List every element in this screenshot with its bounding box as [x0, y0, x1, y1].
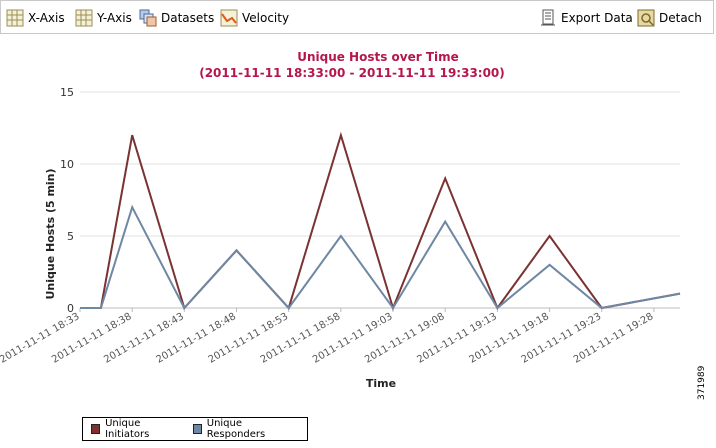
export-icon: [541, 9, 555, 26]
legend-item-responders[interactable]: Unique Responders: [192, 418, 293, 440]
export-data-button[interactable]: Export Data: [539, 7, 633, 29]
velocity-icon: [220, 9, 238, 27]
series-line-responders: [80, 204, 681, 310]
figure-id: 371989: [697, 365, 707, 400]
y-axis-button[interactable]: Y-Axis: [75, 7, 132, 29]
line-chart: Unique Hosts over Time (2011-11-11 18:33…: [0, 50, 681, 390]
detach-label: Detach: [659, 11, 702, 25]
y-tick-label: 0: [67, 302, 74, 315]
legend-label: Unique Responders: [206, 418, 266, 440]
velocity-label: Velocity: [242, 11, 290, 25]
chart-area: Unique Hosts over Time (2011-11-11 18:33…: [0, 34, 716, 444]
toolbar: X-Axis Y-Axis Datasets Velocity Export D…: [0, 0, 714, 34]
grid-icon: [75, 9, 93, 27]
y-tick-label: 15: [60, 86, 74, 99]
detach-icon: [637, 9, 655, 27]
detach-button[interactable]: Detach: [637, 7, 702, 29]
grid-icon: [6, 9, 24, 27]
legend-swatch: [91, 424, 101, 434]
y-tick-label: 10: [60, 158, 74, 171]
x-axis-label: X-Axis: [28, 11, 65, 25]
chart-title: Unique Hosts over Time: [297, 50, 459, 64]
y-axis-label: Y-Axis: [97, 11, 132, 25]
legend-swatch: [192, 424, 202, 434]
export-data-label: Export Data: [561, 11, 633, 25]
y-axis-title: Unique Hosts (5 min): [44, 168, 57, 299]
legend-item-initiators[interactable]: Unique Initiators: [91, 418, 179, 440]
velocity-button[interactable]: Velocity: [220, 7, 289, 29]
chart-subtitle: (2011-11-11 18:33:00 - 2011-11-11 19:33:…: [199, 66, 505, 80]
chart-legend: Unique Initiators Unique Responders: [82, 417, 308, 441]
series-line-initiators: [80, 131, 681, 312]
datasets-button[interactable]: Datasets: [139, 7, 214, 29]
legend-label: Unique Initiators: [105, 418, 150, 440]
x-axis-button[interactable]: X-Axis: [6, 7, 65, 29]
datasets-icon: [139, 9, 157, 27]
x-axis-title: Time: [366, 377, 396, 390]
y-tick-label: 5: [67, 230, 74, 243]
datasets-label: Datasets: [161, 11, 215, 25]
